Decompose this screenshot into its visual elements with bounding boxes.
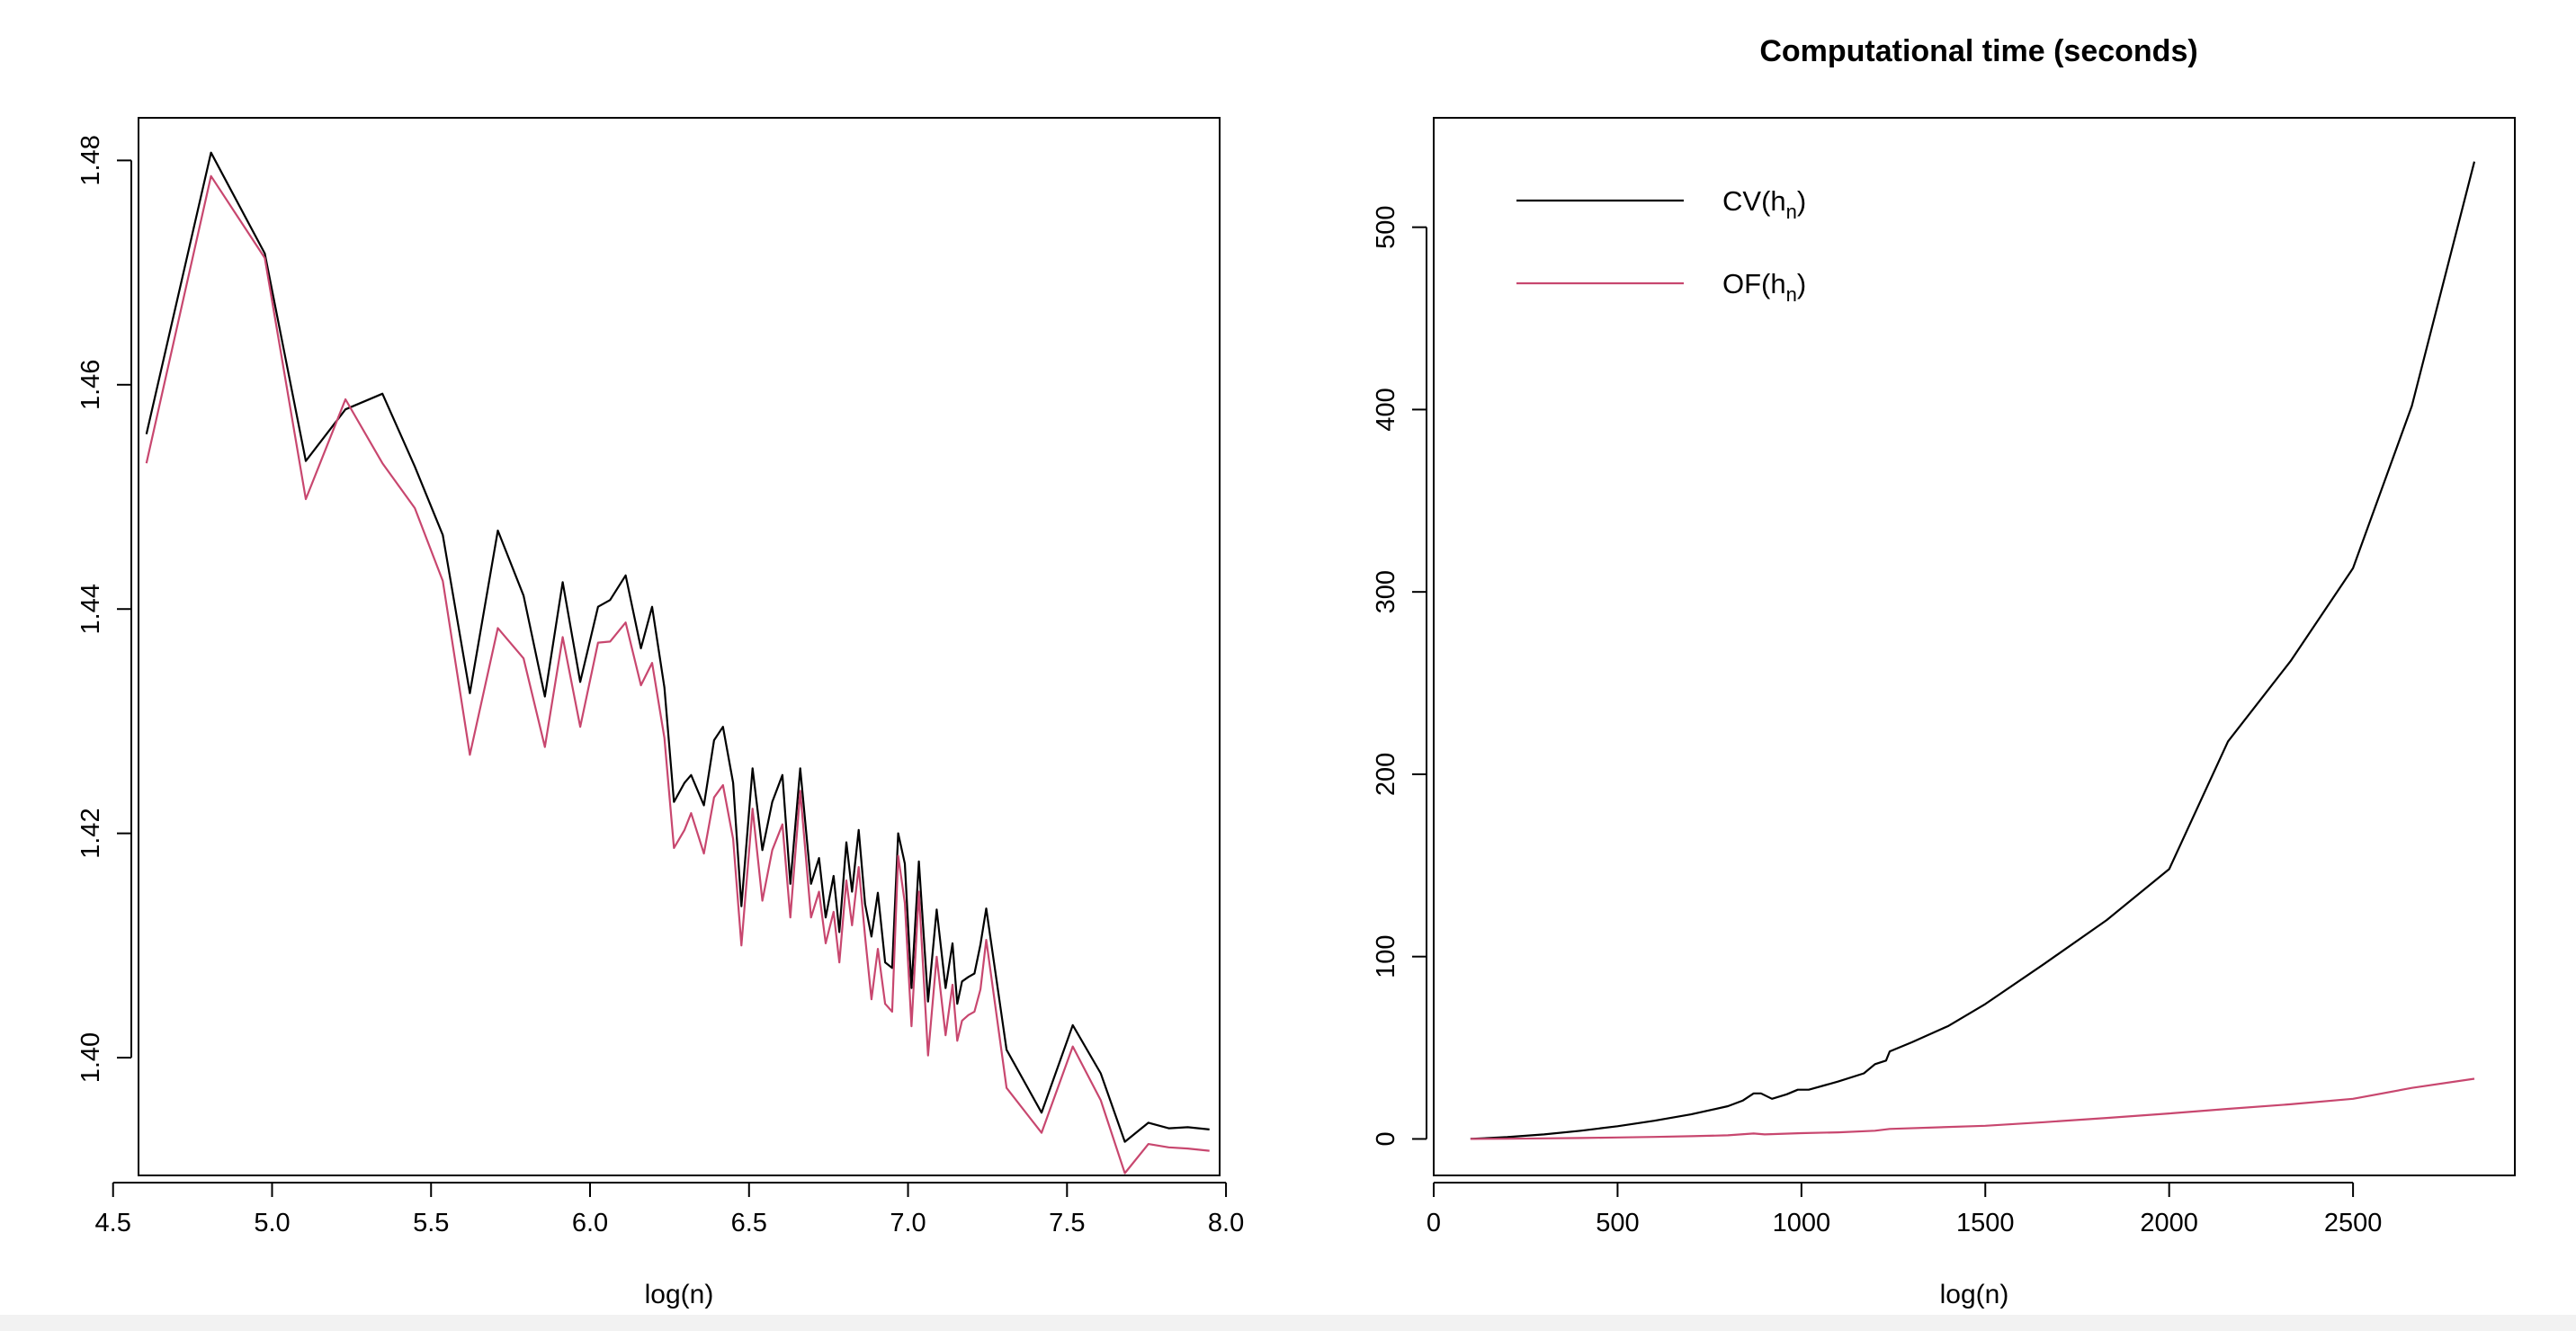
legend-label-0: CV(hn) <box>1722 185 1806 223</box>
right-series-line-1 <box>1470 1077 2475 1140</box>
left-chart-panel: 4.5 5.0 5.5 6.0 6.5 7.0 7.5 8.0 1.401.421.441.4… <box>76 117 1244 1309</box>
right-y-tick-label: 400 <box>1372 388 1400 431</box>
left-y-tick-label: 1.46 <box>76 360 105 410</box>
left-x-tick-label: 7.5 <box>1049 1209 1085 1237</box>
right-y-tick-label: 200 <box>1372 753 1400 796</box>
left-series-line-0 <box>145 151 1210 1143</box>
left-y-axis: 1.40 1.42 1.44 1.46 1.48 <box>76 135 132 1083</box>
right-chart-title: Computational time (seconds) <box>1759 34 2197 68</box>
right-series-line-0 <box>1470 161 2476 1140</box>
right-x-axis: 0 500 1000 1500 2000 2500 <box>1427 1182 2383 1237</box>
right-y-tick-label: 300 <box>1372 570 1400 613</box>
right-chart-panel: Computational time (seconds) 0 500 1000 150… <box>1372 34 2516 1309</box>
right-y-axis: 0 100 200 300 400 500 <box>1372 205 1427 1147</box>
left-series-group <box>145 151 1210 1175</box>
right-y-tick-label: 500 <box>1372 205 1400 248</box>
right-plot-frame <box>1433 117 2516 1176</box>
left-x-tick-label: 7.0 <box>890 1209 926 1237</box>
right-x-tick-label: 2500 <box>2324 1209 2383 1237</box>
left-plot-frame <box>138 117 1221 1176</box>
left-x-axis-title: log(n) <box>645 1280 714 1309</box>
left-x-tick-label: 5.5 <box>413 1209 449 1237</box>
right-legend: CV(hn) OF(hn) <box>1516 185 1806 306</box>
right-x-tick-label: 0 <box>1427 1209 1441 1237</box>
left-y-tick-label: 1.44 <box>76 584 105 634</box>
right-x-axis-title: log(n) <box>1940 1280 2009 1309</box>
right-y-tick-label: 0 <box>1372 1131 1400 1146</box>
left-x-tick-label: 5.0 <box>254 1209 290 1237</box>
right-x-tick-label: 500 <box>1596 1209 1639 1237</box>
right-x-tick-label: 1000 <box>1773 1209 1831 1237</box>
left-x-tick-label: 6.0 <box>572 1209 608 1237</box>
bottom-edge-strip <box>0 1315 2576 1331</box>
right-y-tick-label: 100 <box>1372 934 1400 978</box>
left-y-tick-label: 1.40 <box>76 1032 105 1083</box>
left-x-tick-label: 4.5 <box>95 1209 131 1237</box>
left-series-line-1 <box>145 174 1210 1175</box>
right-x-tick-label: 2000 <box>2140 1209 2198 1237</box>
left-y-tick-label: 1.48 <box>76 135 105 185</box>
left-y-tick-label: 1.42 <box>76 808 105 858</box>
right-x-tick-label: 1500 <box>1956 1209 2015 1237</box>
right-series-group <box>1470 161 2476 1140</box>
legend-label-1: OF(hn) <box>1722 268 1806 306</box>
left-x-tick-label: 6.5 <box>731 1209 767 1237</box>
left-x-tick-label: 8.0 <box>1208 1209 1244 1237</box>
left-x-axis: 4.5 5.0 5.5 6.0 6.5 7.0 7.5 8.0 <box>95 1182 1244 1237</box>
